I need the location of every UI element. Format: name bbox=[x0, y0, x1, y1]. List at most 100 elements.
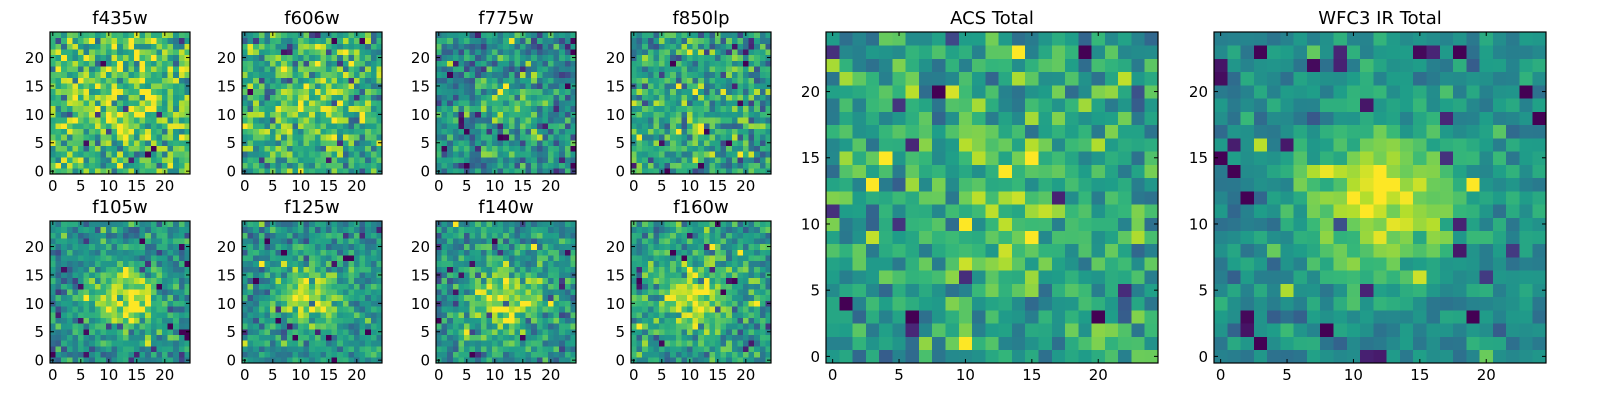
heatmap-cell bbox=[145, 300, 152, 307]
heatmap-cell bbox=[458, 168, 465, 175]
heatmap-cell bbox=[692, 289, 699, 296]
heatmap-cell bbox=[78, 300, 84, 307]
heatmap-cell bbox=[314, 323, 321, 330]
heatmap-cell bbox=[94, 289, 101, 296]
heatmap-cell bbox=[117, 139, 124, 146]
heatmap-cell bbox=[78, 100, 84, 107]
heatmap-cell bbox=[441, 94, 448, 101]
heatmap-cell bbox=[458, 345, 465, 353]
heatmap-cell bbox=[647, 100, 654, 107]
heatmap-cell bbox=[441, 289, 448, 296]
heatmap-cell bbox=[264, 37, 271, 44]
heatmap-cell bbox=[292, 351, 299, 358]
heatmap-cell bbox=[670, 340, 677, 347]
heatmap-cell bbox=[292, 168, 299, 175]
heatmap-cell bbox=[564, 272, 571, 279]
heatmap-cell bbox=[464, 317, 470, 324]
heatmap-cell bbox=[480, 277, 487, 284]
heatmap-cell bbox=[480, 145, 487, 152]
heatmap-cell bbox=[503, 168, 510, 175]
heatmap-cell bbox=[247, 357, 254, 364]
heatmap-cell bbox=[78, 226, 84, 233]
heatmap-cell bbox=[570, 294, 577, 301]
heatmap-cell bbox=[653, 117, 660, 124]
heatmap-cell bbox=[134, 255, 140, 262]
heatmap-cell bbox=[536, 77, 543, 84]
heatmap-cell bbox=[94, 351, 101, 358]
heatmap-cell bbox=[464, 249, 470, 256]
heatmap-cell bbox=[447, 94, 454, 101]
heatmap-cell bbox=[531, 71, 538, 78]
heatmap-cell bbox=[326, 323, 332, 330]
heatmap-cell bbox=[548, 151, 554, 158]
heatmap-cell bbox=[452, 249, 459, 256]
heatmap-cell bbox=[647, 272, 654, 279]
heatmap-cell bbox=[150, 277, 157, 284]
heatmap-cell bbox=[275, 83, 282, 90]
heatmap-cell bbox=[564, 168, 571, 175]
heatmap-cell bbox=[150, 334, 157, 341]
heatmap-cell bbox=[548, 49, 554, 56]
heatmap-cell bbox=[242, 134, 248, 141]
heatmap-cell bbox=[508, 122, 515, 129]
heatmap-cell bbox=[184, 94, 191, 101]
heatmap-cell bbox=[754, 283, 761, 290]
heatmap-cell bbox=[309, 294, 316, 301]
heatmap-cell bbox=[731, 323, 738, 330]
heatmap-cell bbox=[726, 54, 733, 61]
heatmap-cell bbox=[452, 134, 459, 141]
heatmap-cell bbox=[531, 300, 538, 307]
heatmap-cell bbox=[659, 328, 665, 335]
heatmap-cell bbox=[525, 277, 532, 284]
heatmap-cell bbox=[72, 328, 79, 335]
x-tick-label: 0 bbox=[240, 366, 250, 384]
heatmap-cell bbox=[314, 289, 321, 296]
heatmap-cell bbox=[106, 255, 112, 262]
heatmap-cell bbox=[765, 71, 772, 78]
heatmap-cell bbox=[117, 232, 124, 239]
heatmap-cell bbox=[436, 334, 442, 341]
heatmap-cell bbox=[365, 306, 372, 313]
heatmap-cell bbox=[303, 311, 310, 318]
heatmap-cell bbox=[687, 77, 693, 84]
heatmap-cell bbox=[452, 162, 459, 169]
heatmap-cell bbox=[631, 49, 637, 56]
heatmap-cell bbox=[55, 43, 62, 50]
heatmap-cell bbox=[664, 162, 671, 169]
x-tick-label: 0 bbox=[434, 366, 444, 384]
heatmap-cell bbox=[452, 122, 459, 129]
heatmap-cell bbox=[139, 162, 146, 169]
heatmap-cell bbox=[664, 88, 671, 95]
heatmap-cell bbox=[117, 94, 124, 101]
heatmap-cell bbox=[492, 283, 498, 290]
heatmap-cell bbox=[89, 260, 96, 267]
heatmap-cell bbox=[309, 351, 316, 358]
heatmap-cell bbox=[703, 122, 710, 129]
heatmap-cell bbox=[475, 272, 482, 279]
heatmap-cell bbox=[370, 162, 377, 169]
heatmap-cell bbox=[559, 255, 566, 262]
heatmap-cell bbox=[78, 238, 84, 245]
heatmap-cell bbox=[89, 37, 96, 44]
heatmap-cell bbox=[458, 49, 465, 56]
heatmap-cell bbox=[458, 311, 465, 318]
heatmap-cell bbox=[156, 289, 163, 296]
heatmap-cell bbox=[553, 323, 560, 330]
heatmap-cell bbox=[167, 243, 174, 250]
heatmap-cell bbox=[452, 139, 459, 146]
heatmap-cell bbox=[331, 272, 338, 279]
heatmap-cell bbox=[365, 249, 372, 256]
heatmap-cell bbox=[743, 145, 749, 152]
heatmap-cell bbox=[100, 266, 107, 273]
heatmap-cell bbox=[156, 94, 163, 101]
heatmap-cell bbox=[748, 77, 755, 84]
heatmap-cell bbox=[531, 345, 538, 353]
heatmap-cell bbox=[370, 272, 377, 279]
heatmap-cell bbox=[167, 71, 174, 78]
heatmap-cell bbox=[698, 71, 705, 78]
heatmap-cell bbox=[270, 260, 276, 267]
heatmap-cell bbox=[469, 243, 476, 250]
heatmap-cell bbox=[503, 117, 510, 124]
heatmap-cell bbox=[94, 232, 101, 239]
heatmap-cell bbox=[331, 226, 338, 233]
